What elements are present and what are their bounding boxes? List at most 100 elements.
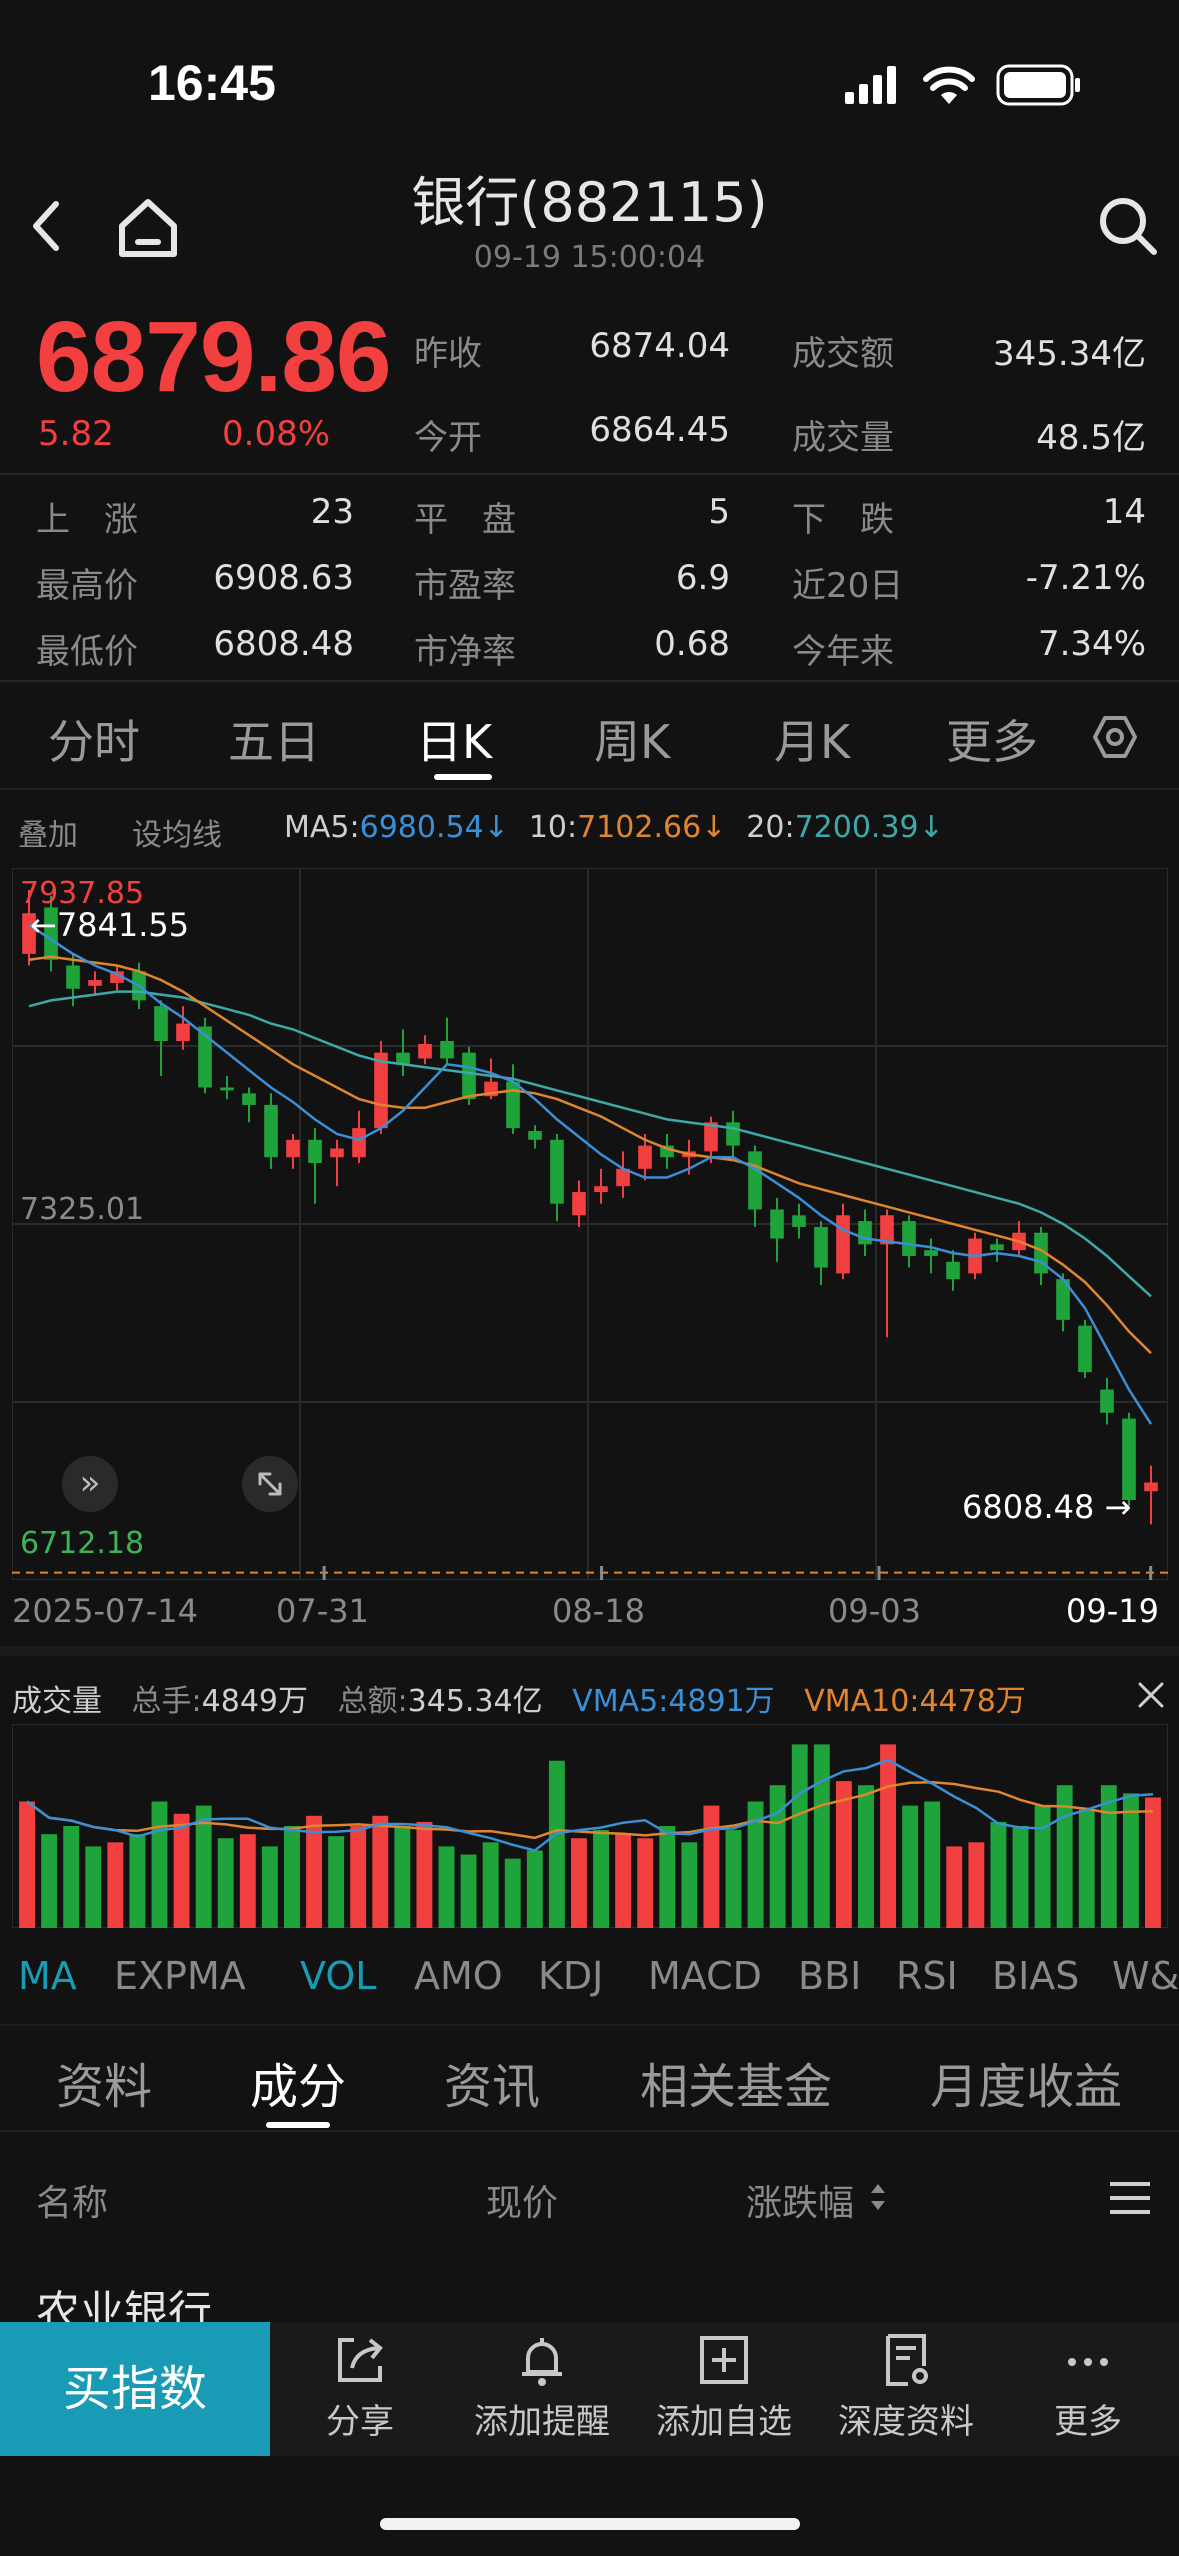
add-watchlist-button[interactable]: 添加自选 xyxy=(634,2330,814,2443)
volume-legend: 成交量 总手:4849万 总额:345.34亿 VMA5:4891万 VMA10… xyxy=(12,1676,1026,1720)
home-icon[interactable] xyxy=(116,196,180,264)
indicator-macd[interactable]: MACD xyxy=(648,1954,762,1998)
tab-related-funds[interactable]: 相关基金 xyxy=(640,2059,833,2115)
grid-label: 最低价 xyxy=(36,632,138,672)
column-price[interactable]: 现价 xyxy=(486,2183,559,2224)
indicator-vol[interactable]: VOL xyxy=(300,1954,377,1998)
grid-label: 下 跌 xyxy=(792,500,894,540)
grid-label: 市盈率 xyxy=(414,566,516,606)
vma10-line xyxy=(26,1781,1154,1840)
candle-body xyxy=(154,1006,168,1042)
candle-body xyxy=(44,907,58,960)
search-icon[interactable] xyxy=(1096,194,1160,262)
tab-intraday[interactable]: 分时 xyxy=(48,715,140,769)
grid-label: 最高价 xyxy=(36,566,138,606)
tab-monthly-return[interactable]: 月度收益 xyxy=(930,2059,1123,2115)
indicator-amo[interactable]: AMO xyxy=(414,1954,503,1998)
indicator-ma[interactable]: MA xyxy=(18,1954,77,1998)
expand-icon[interactable] xyxy=(242,1456,298,1512)
back-icon[interactable] xyxy=(26,196,66,260)
scroll-right-icon[interactable]: » xyxy=(62,1456,118,1512)
more-button[interactable]: 更多 xyxy=(998,2330,1178,2443)
divider xyxy=(0,680,1179,682)
candle-body xyxy=(374,1052,388,1129)
list-item-name[interactable]: 农业银行 xyxy=(36,2287,212,2322)
set-ma-button[interactable]: 设均线 xyxy=(132,818,222,853)
volume-bar xyxy=(460,1854,477,1928)
tab-monthly-k[interactable]: 月K xyxy=(774,715,851,769)
share-button[interactable]: 分享 xyxy=(270,2330,450,2443)
candle-body xyxy=(858,1221,872,1245)
tab-profile[interactable]: 资料 xyxy=(56,2059,153,2115)
candle-body xyxy=(660,1145,674,1158)
indicator-rsi[interactable]: RSI xyxy=(896,1954,958,1998)
wifi-icon xyxy=(922,64,976,110)
volume-bar xyxy=(968,1842,985,1928)
volume-bar xyxy=(813,1744,830,1928)
candle-body xyxy=(308,1139,322,1164)
more-icon xyxy=(998,2330,1178,2394)
column-change[interactable]: 涨跌幅 xyxy=(746,2183,855,2224)
volume-bar xyxy=(1100,1785,1117,1928)
candle-body xyxy=(220,1087,234,1091)
candle-body xyxy=(396,1052,410,1065)
stat-label: 成交量 xyxy=(792,418,894,458)
sort-icon[interactable] xyxy=(868,2180,888,2218)
indicator-kdj[interactable]: KDJ xyxy=(538,1954,604,1998)
volume-bar xyxy=(1122,1793,1139,1928)
kline-chart[interactable] xyxy=(12,868,1168,1580)
volume-bar xyxy=(725,1830,742,1928)
indicator-wr[interactable]: W&R xyxy=(1112,1954,1179,1998)
volume-bar xyxy=(504,1858,521,1928)
settings-icon[interactable] xyxy=(1092,714,1138,764)
candle-body xyxy=(528,1131,542,1140)
ma10-line xyxy=(28,955,1152,1355)
volume-bar xyxy=(1145,1797,1161,1928)
price-change-pct: 0.08% xyxy=(222,414,331,454)
volume-bar xyxy=(703,1805,720,1928)
current-price: 6879.86 xyxy=(36,301,391,413)
signal-icon xyxy=(845,66,901,110)
candle-body xyxy=(748,1151,762,1210)
volume-bar xyxy=(990,1821,1007,1928)
candle-body xyxy=(66,965,80,989)
volume-bar xyxy=(747,1801,764,1928)
volume-bar xyxy=(328,1836,345,1928)
grid-value: -7.21% xyxy=(1025,558,1146,598)
candle-body xyxy=(616,1168,630,1187)
grid-label: 上 涨 xyxy=(36,500,138,540)
grid-label: 平 盘 xyxy=(414,500,516,540)
tab-weekly-k[interactable]: 周K xyxy=(594,715,671,769)
volume-bar xyxy=(858,1785,874,1928)
overlay-button[interactable]: 叠加 xyxy=(18,818,78,853)
high-marker: ←7841.55 xyxy=(30,906,190,944)
tab-five-day[interactable]: 五日 xyxy=(228,715,320,769)
volume-bar xyxy=(924,1801,941,1928)
volume-chart[interactable] xyxy=(12,1724,1168,1928)
low-marker: 6808.48 → xyxy=(962,1488,1132,1526)
grid-value: 14 xyxy=(1102,492,1146,532)
candle-body xyxy=(330,1148,344,1158)
total-amount-label: 总额: xyxy=(337,1684,408,1719)
tab-more[interactable]: 更多 xyxy=(946,715,1038,769)
menu-icon[interactable] xyxy=(1108,2178,1152,2222)
divider xyxy=(0,788,1179,790)
active-tab-indicator xyxy=(266,2122,330,2128)
candle-body xyxy=(880,1215,894,1245)
volume-bar xyxy=(1012,1826,1029,1928)
battery-icon xyxy=(996,64,1082,110)
indicator-expma[interactable]: EXPMA xyxy=(114,1954,246,1998)
tab-news[interactable]: 资讯 xyxy=(444,2059,541,2115)
candle-body xyxy=(418,1043,432,1059)
deep-data-button[interactable]: 深度资料 xyxy=(816,2330,996,2443)
indicator-bbi[interactable]: BBI xyxy=(798,1954,862,1998)
add-alert-button[interactable]: 添加提醒 xyxy=(452,2330,632,2443)
ma20-value: 7200.39↓ xyxy=(794,810,944,845)
volume-bar xyxy=(19,1801,35,1928)
tab-daily-k[interactable]: 日K xyxy=(416,715,493,769)
close-icon[interactable] xyxy=(1136,1680,1166,1714)
indicator-bias[interactable]: BIAS xyxy=(992,1954,1080,1998)
buy-index-button[interactable]: 买指数 xyxy=(0,2322,270,2456)
tab-constituents[interactable]: 成分 xyxy=(250,2059,347,2115)
vma10-value: 4478万 xyxy=(919,1684,1026,1719)
